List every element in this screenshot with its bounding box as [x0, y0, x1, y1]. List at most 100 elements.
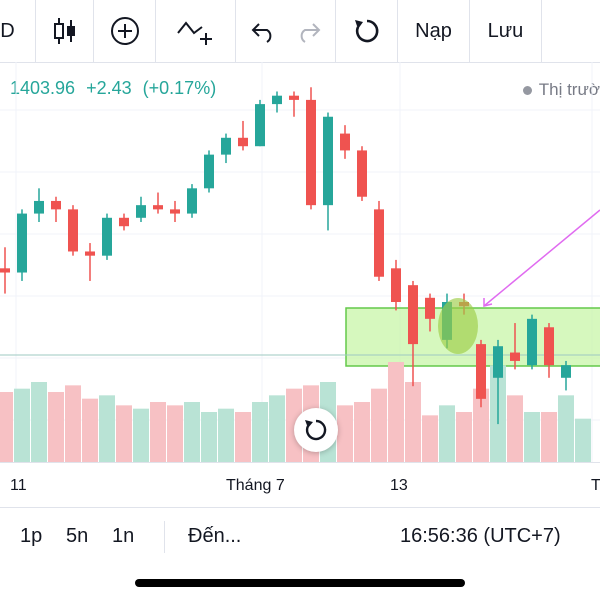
candle — [476, 339, 486, 408]
chart-type-button[interactable] — [36, 0, 94, 62]
volume-bar — [82, 398, 98, 462]
candle — [51, 196, 61, 222]
candle — [17, 209, 27, 281]
add-circle-icon — [110, 17, 139, 45]
top-toolbar: D — [0, 0, 600, 63]
candle-body — [561, 365, 571, 378]
time-axis-tick: 11 — [10, 477, 27, 494]
candlestick-icon — [53, 18, 75, 44]
volume-bar — [184, 402, 200, 462]
partial-menu-button[interactable]: D — [0, 0, 36, 62]
refresh-button[interactable]: Nạp — [398, 0, 470, 62]
candle-body — [323, 116, 333, 206]
candle — [323, 112, 333, 231]
scroll-to-realtime-button[interactable] — [294, 408, 338, 452]
candle-body — [238, 137, 248, 147]
candle — [374, 200, 384, 281]
candle — [0, 247, 10, 294]
candle-body — [510, 352, 520, 361]
market-status-dot-icon — [522, 85, 532, 95]
market-status[interactable]: Thị trườ — [522, 80, 600, 100]
candle — [238, 120, 248, 151]
highlight-ellipse[interactable] — [438, 298, 478, 354]
interval-1n-button[interactable]: 1n — [112, 525, 135, 547]
undo-redo-group — [236, 0, 336, 62]
volume-bar — [473, 388, 489, 462]
interval-5n-button[interactable]: 5n — [66, 525, 89, 547]
candle — [170, 200, 180, 222]
refresh-label: Nạp — [415, 19, 452, 42]
candle-body — [153, 205, 163, 210]
candle-body — [17, 213, 27, 273]
candle — [34, 188, 44, 222]
indicator-add-icon — [176, 21, 212, 45]
candle — [544, 323, 554, 378]
volume-bar — [218, 408, 234, 462]
candle — [119, 213, 129, 231]
volume-bar — [439, 405, 455, 462]
reload-icon — [354, 19, 378, 43]
candle-body — [476, 344, 486, 399]
volume-bar — [337, 405, 353, 462]
candle — [68, 205, 78, 256]
time-axis-tick: Tháng 7 — [226, 477, 285, 494]
bottom-separator — [164, 521, 165, 553]
candle-body — [170, 209, 180, 214]
candle-body — [357, 150, 367, 197]
candle-body — [340, 133, 350, 151]
time-axis-tick: T — [591, 477, 600, 494]
ticker-change-pct: (+0.17%) — [142, 78, 217, 98]
volume-bar — [116, 405, 132, 462]
partial-menu-label: D — [0, 19, 15, 42]
volume-bar — [31, 382, 47, 462]
volume-bar — [354, 402, 370, 462]
candle — [408, 280, 418, 387]
add-symbol-button[interactable] — [94, 0, 156, 62]
candle — [289, 91, 299, 117]
volume-bar — [235, 412, 251, 462]
candle — [561, 360, 571, 391]
candle — [153, 192, 163, 214]
home-indicator — [135, 579, 465, 587]
candle-body — [544, 327, 554, 366]
candle-body — [425, 297, 435, 319]
trend-arrow-line[interactable] — [483, 209, 600, 307]
candle — [221, 133, 231, 164]
candle — [391, 259, 401, 311]
candle — [204, 150, 214, 193]
interval-1p-button[interactable]: 1p — [20, 525, 43, 547]
candle — [272, 91, 282, 113]
price-chart[interactable] — [0, 62, 600, 462]
undo-icon[interactable] — [249, 18, 279, 44]
volume-bar — [541, 412, 557, 462]
candle — [425, 293, 435, 332]
candle — [187, 184, 197, 218]
volume-bar — [456, 412, 472, 462]
timezone-clock[interactable]: 16:56:36 (UTC+7) — [400, 525, 561, 547]
volume-bar — [405, 382, 421, 462]
candle — [493, 339, 503, 425]
ticker-change: +2.43 — [86, 78, 132, 98]
reset-chart-button[interactable] — [336, 0, 398, 62]
candle-body — [289, 95, 299, 100]
volume-bar — [524, 412, 540, 462]
candle — [85, 243, 95, 281]
candle-body — [0, 268, 10, 273]
goto-date-button[interactable]: Đến... — [188, 525, 242, 547]
candle-body — [68, 209, 78, 252]
candle — [510, 323, 520, 370]
time-axis[interactable]: 11 Tháng 7 13 T — [0, 462, 600, 508]
candle — [102, 213, 112, 260]
candle-body — [306, 99, 316, 206]
indicators-button[interactable] — [156, 0, 236, 62]
redo-icon[interactable] — [293, 18, 323, 44]
save-button[interactable]: Lưu — [470, 0, 542, 62]
candlestick-series — [0, 87, 571, 425]
candle — [340, 125, 350, 159]
ticker-quote: 1403.96 +2.43 (+0.17%) — [10, 78, 222, 99]
candle-body — [34, 200, 44, 214]
reset-view-icon — [305, 419, 327, 441]
candle — [357, 146, 367, 201]
volume-bar — [133, 408, 149, 462]
volume-bar — [201, 412, 217, 462]
